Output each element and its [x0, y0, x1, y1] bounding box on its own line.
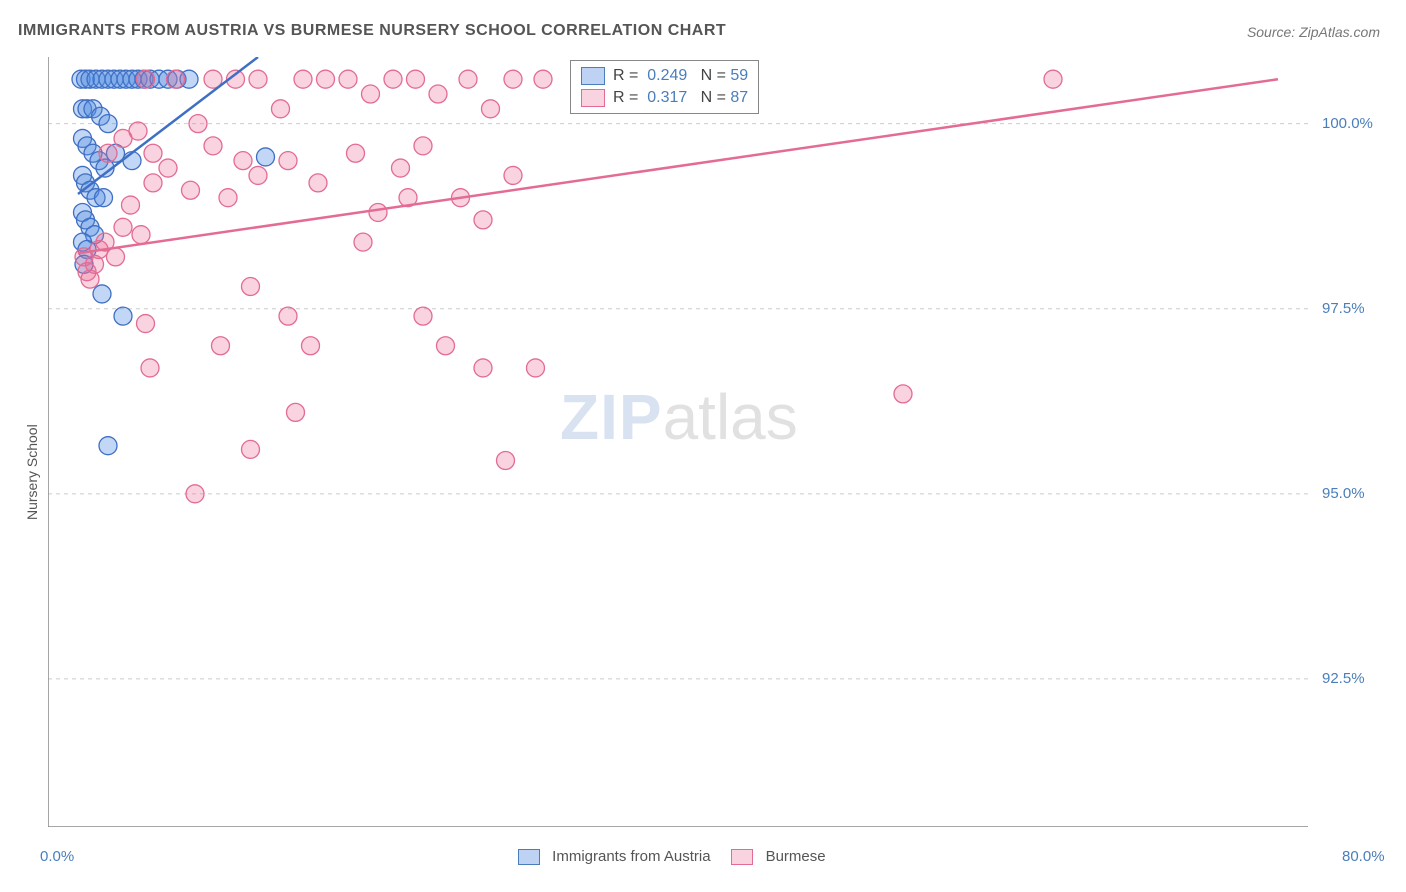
y-axis-label: Nursery School	[24, 424, 40, 520]
bottom-legend: Immigrants from Austria Burmese	[518, 848, 826, 865]
x-tick-right: 80.0%	[1342, 848, 1385, 865]
stats-row: R = 0.317 N = 87	[581, 87, 748, 109]
y-tick: 100.0%	[1322, 115, 1373, 132]
y-tick: 95.0%	[1322, 485, 1365, 502]
chart-title: IMMIGRANTS FROM AUSTRIA VS BURMESE NURSE…	[18, 22, 726, 40]
x-tick-left: 0.0%	[40, 848, 74, 865]
stats-row: R = 0.249 N = 59	[581, 65, 748, 87]
legend-label-austria: Immigrants from Austria	[552, 848, 710, 865]
stats-legend: R = 0.249 N = 59R = 0.317 N = 87	[570, 60, 759, 114]
legend-swatch-burmese	[731, 849, 753, 865]
y-tick: 92.5%	[1322, 670, 1365, 687]
scatter-plot	[48, 57, 1308, 827]
y-tick: 97.5%	[1322, 300, 1365, 317]
legend-label-burmese: Burmese	[766, 848, 826, 865]
legend-swatch-austria	[518, 849, 540, 865]
source-label: Source: ZipAtlas.com	[1247, 24, 1380, 40]
